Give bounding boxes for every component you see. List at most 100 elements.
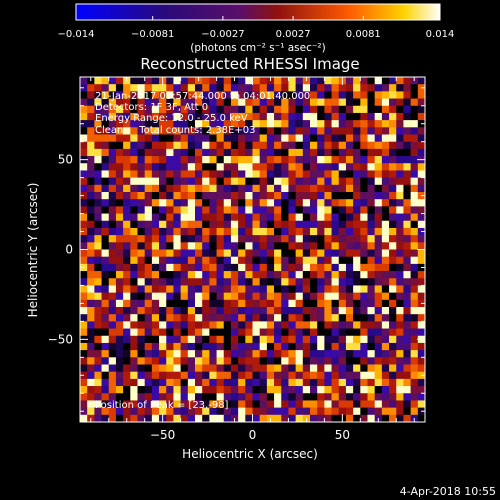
heatmap-cell: [403, 192, 411, 200]
heatmap-cell: [80, 278, 88, 286]
heatmap-cell: [195, 256, 203, 265]
heatmap-cell: [331, 163, 340, 171]
heatmap-cell: [209, 220, 217, 229]
heatmap-cell: [266, 263, 275, 272]
heatmap-cell: [130, 299, 138, 308]
heatmap-cell: [123, 112, 131, 121]
heatmap-cell: [345, 328, 354, 337]
heatmap-cell: [94, 321, 102, 329]
heatmap-cell: [230, 227, 239, 236]
heatmap-cell: [374, 206, 383, 214]
heatmap-cell: [101, 177, 110, 186]
heatmap-cell: [317, 371, 325, 380]
heatmap-cell: [266, 192, 275, 200]
heatmap-cell: [223, 328, 232, 337]
heatmap-cell: [353, 184, 361, 193]
heatmap-cell: [295, 213, 304, 222]
heatmap-cell: [230, 127, 239, 135]
heatmap-cell: [166, 414, 174, 423]
heatmap-cell: [389, 134, 397, 142]
heatmap-cell: [123, 307, 131, 315]
heatmap-cell: [173, 220, 181, 229]
heatmap-cell: [159, 177, 167, 186]
heatmap-cell: [87, 84, 95, 92]
heatmap-cell: [245, 314, 253, 322]
heatmap-cell: [166, 227, 174, 236]
heatmap-cell: [367, 156, 375, 164]
heatmap-cell: [288, 378, 296, 387]
heatmap-cell: [173, 141, 181, 150]
heatmap-cell: [245, 148, 253, 157]
heatmap-cell: [195, 314, 203, 322]
heatmap-cell: [403, 206, 411, 214]
heatmap-cell: [159, 91, 167, 99]
heatmap-cell: [389, 285, 397, 293]
heatmap-cell: [87, 249, 95, 257]
heatmap-cell: [130, 256, 138, 265]
heatmap-cell: [187, 77, 196, 85]
heatmap-cell: [360, 292, 368, 301]
heatmap-cell: [338, 177, 347, 186]
heatmap-cell: [94, 170, 102, 178]
heatmap-cell: [324, 120, 332, 128]
heatmap-cell: [202, 299, 210, 308]
heatmap-cell: [331, 407, 340, 416]
heatmap-cell: [367, 199, 375, 207]
heatmap-cell: [295, 105, 304, 114]
heatmap-cell: [310, 141, 318, 150]
heatmap-cell: [144, 342, 153, 351]
heatmap-cell: [252, 148, 260, 157]
heatmap-cell: [302, 364, 311, 372]
heatmap-cell: [195, 120, 203, 128]
heatmap-cell: [238, 307, 246, 315]
heatmap-cell: [209, 249, 217, 257]
heatmap-cell: [367, 242, 375, 250]
heatmap-cell: [317, 256, 325, 265]
heatmap-cell: [80, 220, 88, 229]
heatmap-cell: [266, 120, 275, 128]
heatmap-cell: [259, 285, 268, 293]
heatmap-cell: [230, 321, 239, 329]
heatmap-cell: [187, 378, 196, 387]
heatmap-cell: [324, 242, 332, 250]
heatmap-cell: [101, 141, 110, 150]
heatmap-cell: [367, 105, 375, 114]
heatmap-cell: [396, 314, 404, 322]
heatmap-cell: [381, 227, 390, 236]
heatmap-cell: [130, 249, 138, 257]
heatmap-cell: [101, 105, 110, 114]
heatmap-cell: [274, 192, 282, 200]
heatmap-cell: [87, 227, 95, 236]
heatmap-cell: [166, 342, 174, 351]
heatmap-cell: [80, 393, 88, 401]
heatmap-cell: [353, 357, 361, 365]
heatmap-cell: [180, 400, 189, 408]
heatmap-cell: [238, 393, 246, 401]
heatmap-cell: [295, 278, 304, 286]
heatmap-cell: [108, 407, 117, 416]
heatmap-cell: [187, 206, 196, 214]
heatmap-cell: [381, 170, 390, 178]
heatmap-cell: [360, 170, 368, 178]
heatmap-cell: [331, 256, 340, 265]
heatmap-cell: [302, 105, 311, 114]
heatmap-cell: [274, 249, 282, 257]
heatmap-cell: [195, 263, 203, 272]
heatmap-cell: [310, 271, 318, 279]
heatmap-cell: [159, 105, 167, 114]
heatmap-cell: [180, 328, 189, 337]
heatmap-cell: [108, 170, 117, 178]
heatmap-cell: [130, 350, 138, 358]
heatmap-cell: [130, 77, 138, 85]
heatmap-cell: [87, 184, 95, 193]
heatmap-cell: [238, 184, 246, 193]
heatmap-cell: [288, 263, 296, 272]
heatmap-cell: [295, 386, 304, 394]
heatmap-cell: [202, 342, 210, 351]
heatmap-cell: [94, 299, 102, 308]
heatmap-cell: [274, 105, 282, 114]
heatmap-cell: [80, 98, 88, 107]
heatmap-cell: [324, 91, 332, 99]
heatmap-cell: [389, 307, 397, 315]
heatmap-cell: [223, 227, 232, 236]
